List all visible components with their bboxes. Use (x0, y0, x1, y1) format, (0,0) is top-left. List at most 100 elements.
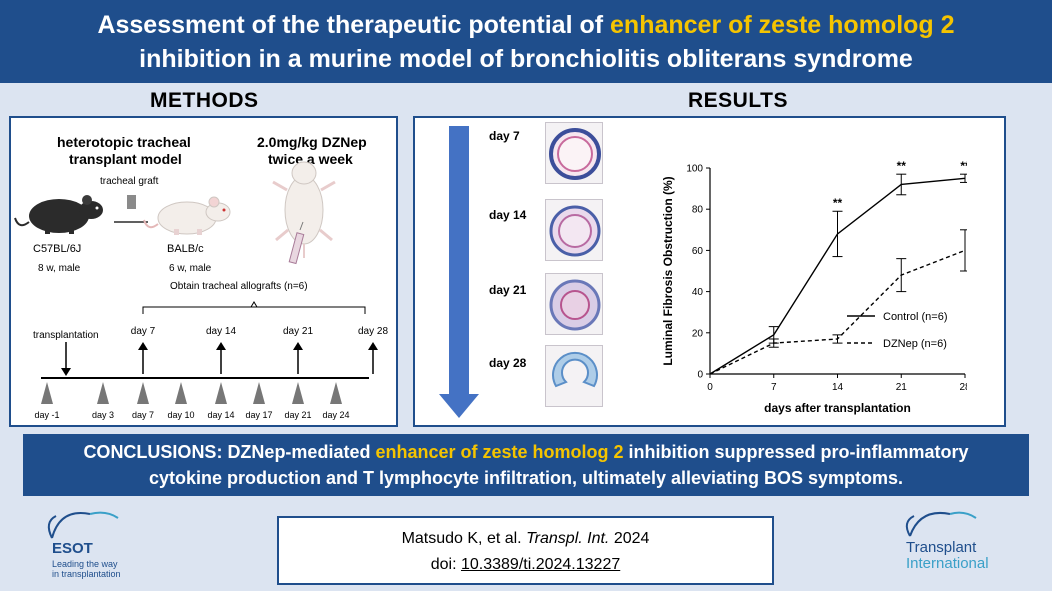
timeline-top-day: day 28 (358, 326, 388, 337)
x-tick-label: 28 (959, 382, 967, 393)
title-highlight: enhancer of zeste homolog 2 (610, 10, 955, 39)
y-tick-label: 100 (686, 164, 703, 175)
x-tick-label: 14 (832, 382, 844, 393)
transplantation-label: transplantation (33, 330, 99, 341)
title-banner: Assessment of the therapeutic potential … (0, 0, 1052, 83)
syringe-icon (288, 221, 305, 265)
legend-label: DZNep (n=6) (883, 338, 947, 350)
title-text: Assessment of the therapeutic potential … (97, 10, 611, 39)
esot-tagline: Leading the way in transplantation (52, 559, 121, 579)
black-mouse-icon (14, 195, 103, 234)
significance-label: ** (897, 159, 907, 173)
x-tick-label: 0 (707, 382, 713, 393)
injection-marker-icon (41, 382, 53, 404)
transplant-arrow-icon (61, 342, 71, 376)
dose-line-2: twice a week (268, 151, 353, 167)
recipient-strain: BALB/c (167, 243, 204, 255)
ti-line-2: International (906, 555, 989, 572)
conclusion-banner: CONCLUSIONS: DZNep-mediated enhancer of … (23, 434, 1029, 496)
model-title-2: transplant model (69, 151, 182, 167)
citation-journal: Transpl. Int. (526, 530, 610, 547)
esot-tagline-1: Leading the way (52, 559, 118, 569)
timeline-bottom-day: day -1 (34, 410, 59, 420)
transplant-international-logo: Transplant International (886, 502, 1026, 588)
result-day-label: day 7 (489, 129, 520, 143)
timeline-bottom-day: day 14 (207, 410, 234, 420)
results-panel: day 7 day 14 day 21 day 28 0 20 40 60 80 100 0… (413, 116, 1006, 427)
conclusion-line-2: cytokine production and T lymphocyte inf… (148, 468, 904, 488)
citation-authors: Matsudo K, et al. (401, 530, 527, 547)
result-day-label: day 21 (489, 283, 527, 297)
timeline-bottom-day: day 7 (132, 410, 154, 420)
x-tick-label: 21 (896, 382, 908, 393)
histology-slide (545, 273, 603, 335)
timeline-top-day: day 21 (283, 326, 313, 337)
obtain-allografts-label: Obtain tracheal allografts (n=6) (170, 281, 308, 292)
doi-link[interactable]: 10.3389/ti.2024.13227 (460, 556, 621, 573)
timeline-bottom-day: day 21 (284, 410, 311, 420)
donor-strain: C57BL/6J (33, 243, 82, 255)
esot-tagline-2: in transplantation (52, 569, 121, 579)
doi-label: doi: (430, 556, 461, 573)
esot-hands-icon (47, 511, 119, 539)
injection-marker-icon (215, 382, 227, 404)
sampling-arrow-head (138, 342, 148, 350)
dose-line-1: 2.0mg/kg DZNep (257, 134, 367, 150)
ti-line-1: Transplant (906, 539, 977, 556)
treated-mouse-icon (272, 161, 336, 258)
histology-slide (545, 345, 603, 407)
esot-logo: ESOT Leading the way in transplantation (30, 502, 140, 588)
methods-diagram: day 7 day 14 day 21 day 28 day -1 day 3 day 7… (14, 161, 388, 420)
timeline-bottom-day: day 24 (322, 410, 349, 420)
fibrosis-line-chart: 0 20 40 60 80 100 0 7 14 21 28 days after transplan… (661, 159, 967, 415)
y-tick-label: 80 (692, 205, 704, 216)
conclusion-line-1: CONCLUSIONS: DZNep-mediated enhancer of … (23, 439, 1029, 465)
result-day-label: day 14 (489, 208, 527, 222)
citation-year: 2024 (609, 530, 650, 547)
significance-label: ** (960, 159, 967, 173)
sampling-arrow-head (216, 342, 226, 350)
result-day-label: day 28 (489, 356, 527, 370)
significance-label: ** (833, 196, 843, 210)
timeline-top-day: day 7 (131, 326, 156, 337)
conclusion-text: inhibition suppressed pro-inflammatory (623, 442, 969, 462)
y-axis-label: Luminal Fibrosis Obstruction (%) (661, 176, 675, 365)
conclusion-highlight: enhancer of zeste homolog 2 (375, 442, 624, 462)
y-tick-label: 0 (697, 370, 703, 381)
model-title-1: heterotopic tracheal (57, 134, 191, 150)
y-tick-label: 20 (692, 328, 704, 339)
methods-panel: heterotopic tracheal transplant model 2.… (9, 116, 398, 427)
timeline-bottom-day: day 3 (92, 410, 114, 420)
title-line-2: inhibition in a murine model of bronchio… (139, 44, 913, 73)
sampling-arrow-head (293, 342, 303, 350)
tracheal-graft-icon (114, 195, 148, 223)
citation-line: Matsudo K, et al. Transpl. Int. 2024 (279, 526, 772, 552)
conclusion-text: CONCLUSIONS: DZNep-mediated (83, 442, 376, 462)
results-heading: RESULTS (688, 89, 788, 112)
timeline-bottom-day: day 10 (167, 410, 194, 420)
graft-label: tracheal graft (100, 176, 159, 187)
legend-label: Control (n=6) (883, 311, 948, 323)
ti-wordmark: Transplant International (906, 540, 989, 572)
injection-marker-icon (292, 382, 304, 404)
x-tick-label: 7 (771, 382, 777, 393)
timeline-top-day: day 14 (206, 326, 236, 337)
title-line-1: Assessment of the therapeutic potential … (97, 8, 954, 42)
time-arrow (439, 126, 479, 418)
y-tick-label: 60 (692, 246, 704, 257)
recipient-info: 6 w, male (169, 263, 212, 274)
white-mouse-icon (143, 196, 231, 235)
methods-heading: METHODS (150, 89, 259, 112)
esot-name: ESOT (52, 540, 93, 557)
injection-marker-icon (137, 382, 149, 404)
injection-marker-icon (175, 382, 187, 404)
obtain-bracket (142, 306, 366, 314)
timeline-bottom-day: day 17 (245, 410, 272, 420)
y-tick-label: 40 (692, 287, 704, 298)
sampling-arrow-head (368, 342, 378, 350)
citation-box: Matsudo K, et al. Transpl. Int. 2024 doi… (277, 516, 774, 585)
injection-marker-icon (253, 382, 265, 404)
histology-slide (545, 199, 603, 261)
ti-hands-icon (905, 511, 977, 537)
injection-marker-icon (97, 382, 109, 404)
